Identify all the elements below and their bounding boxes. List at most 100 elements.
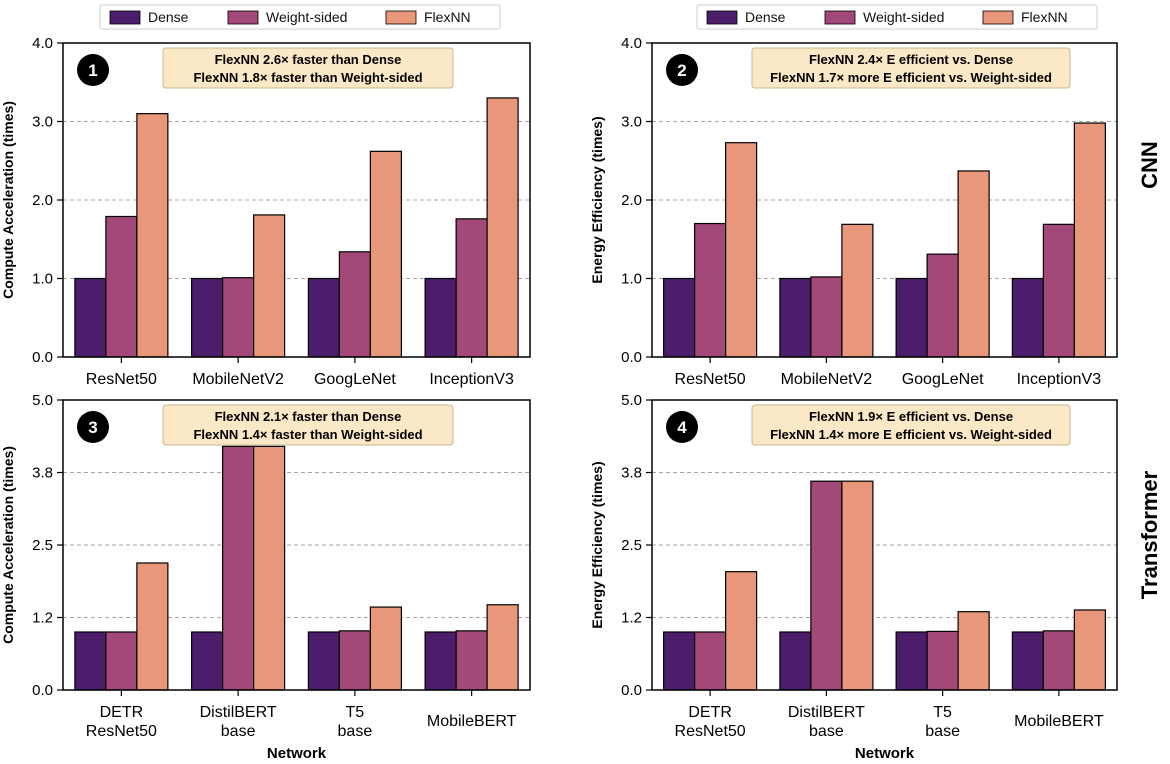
panel-number: 2 bbox=[677, 61, 686, 80]
bar-weight-sided-detr-resnet50 bbox=[105, 631, 138, 691]
x-tick-label: T5 bbox=[346, 704, 365, 721]
bar-weight-sided-inceptionv3 bbox=[455, 218, 488, 358]
bar-dense-mobilebert bbox=[424, 631, 457, 691]
y-tick-label: 3.8 bbox=[621, 465, 642, 482]
bar-dense-mobilenetv2 bbox=[191, 277, 224, 358]
annotation-text: FlexNN 2.6× faster than Dense bbox=[215, 52, 402, 67]
bar-flexnn-googlenet bbox=[957, 170, 990, 358]
x-tick-label: base bbox=[925, 723, 960, 740]
x-tick-label: ResNet50 bbox=[86, 723, 157, 740]
legend-label: FlexNN bbox=[1021, 9, 1068, 25]
x-tick-label: DistilBERT bbox=[200, 704, 277, 721]
legend-2: Dense Weight-sided FlexNN bbox=[696, 4, 1098, 30]
legend-swatch-dense bbox=[706, 10, 738, 25]
row-label-transformer: Transformer bbox=[1137, 470, 1162, 599]
bar-dense-resnet50 bbox=[663, 277, 696, 358]
x-axis-label: Network bbox=[855, 745, 915, 762]
bar-weight-sided-inceptionv3 bbox=[1042, 223, 1075, 358]
panel-number: 3 bbox=[88, 418, 97, 437]
annotation-text: FlexNN 2.4× E efficient vs. Dense bbox=[809, 52, 1013, 67]
bar-dense-detr-resnet50 bbox=[663, 631, 696, 691]
legend-swatch-flexnn bbox=[385, 10, 417, 25]
y-axis-label: Energy Efficiency (times) bbox=[589, 461, 605, 628]
bar-flexnn-t5-base bbox=[369, 606, 402, 691]
bar-weight-sided-distilbert-base bbox=[222, 445, 255, 691]
x-tick-label: MobileBERT bbox=[427, 713, 517, 730]
y-axis-label: Compute Acceleration (times) bbox=[0, 101, 16, 299]
y-tick-label: 3.0 bbox=[32, 114, 53, 131]
annotation-box bbox=[751, 47, 1071, 89]
x-tick-label: MobileNetV2 bbox=[192, 371, 284, 388]
y-tick-label: 0.0 bbox=[32, 682, 53, 699]
legend-swatch-dense bbox=[109, 10, 141, 25]
annotation-box bbox=[162, 47, 454, 89]
x-tick-label: GoogLeNet bbox=[314, 371, 396, 388]
legend-swatch-weight-sided bbox=[824, 10, 856, 25]
y-tick-label: 5.0 bbox=[32, 392, 53, 409]
legend-swatch-weight-sided bbox=[227, 10, 259, 25]
plot-frame bbox=[62, 399, 531, 691]
legend-label: Weight-sided bbox=[266, 9, 347, 25]
panel-badge bbox=[666, 411, 698, 443]
bar-weight-sided-distilbert-base bbox=[810, 480, 843, 691]
bar-flexnn-inceptionv3 bbox=[1073, 122, 1106, 358]
bar-dense-mobilebert bbox=[1011, 631, 1044, 691]
legend-label: Dense bbox=[745, 9, 786, 25]
y-tick-label: 2.5 bbox=[32, 537, 53, 554]
bar-flexnn-distilbert-base bbox=[841, 480, 874, 691]
y-axis-label: Energy Efficiency (times) bbox=[589, 116, 605, 283]
y-axis-label: Compute Acceleration (times) bbox=[0, 446, 16, 644]
bar-flexnn-resnet50 bbox=[725, 142, 758, 358]
bar-dense-inceptionv3 bbox=[424, 277, 457, 358]
panel-badge bbox=[77, 54, 109, 86]
y-tick-label: 5.0 bbox=[621, 392, 642, 409]
panel-badge bbox=[666, 54, 698, 86]
legend-label: FlexNN bbox=[424, 9, 471, 25]
annotation-text: FlexNN 1.8× faster than Weight-sided bbox=[193, 70, 422, 85]
bar-dense-googlenet bbox=[307, 277, 340, 358]
y-tick-label: 1.2 bbox=[621, 610, 642, 627]
x-tick-label: GoogLeNet bbox=[902, 371, 984, 388]
bar-flexnn-mobilenetv2 bbox=[841, 223, 874, 358]
bar-weight-sided-mobilenetv2 bbox=[810, 276, 843, 358]
x-tick-label: MobileBERT bbox=[1014, 713, 1104, 730]
x-tick-label: base bbox=[338, 723, 373, 740]
y-tick-label: 2.0 bbox=[621, 192, 642, 209]
x-tick-label: DETR bbox=[688, 704, 732, 721]
bar-dense-distilbert-base bbox=[191, 631, 224, 691]
annotation-text: FlexNN 1.7× more E efficient vs. Weight-… bbox=[770, 70, 1052, 85]
bar-weight-sided-googlenet bbox=[338, 251, 371, 358]
legend-label: Weight-sided bbox=[863, 9, 944, 25]
bar-flexnn-detr-resnet50 bbox=[136, 562, 169, 691]
bar-weight-sided-resnet50 bbox=[694, 222, 727, 358]
x-tick-label: base bbox=[221, 723, 256, 740]
x-tick-label: InceptionV3 bbox=[1017, 371, 1102, 388]
row-label-cnn: CNN bbox=[1137, 141, 1162, 189]
bar-weight-sided-t5-base bbox=[926, 630, 959, 691]
bar-flexnn-mobilenetv2 bbox=[253, 214, 286, 358]
bar-weight-sided-mobilenetv2 bbox=[222, 277, 255, 358]
bar-dense-t5-base bbox=[307, 631, 340, 691]
x-tick-label: ResNet50 bbox=[86, 371, 157, 388]
y-tick-label: 4.0 bbox=[32, 35, 53, 52]
panel-1: 0.0 1.0 2.0 3.0 4.0 ResNet50 MobileNetV2 GoogLe… bbox=[0, 35, 531, 388]
annotation-box bbox=[162, 404, 454, 446]
x-axis-label: Network bbox=[267, 745, 327, 762]
x-tick-label: DETR bbox=[100, 704, 144, 721]
bar-weight-sided-detr-resnet50 bbox=[694, 631, 727, 691]
bar-flexnn-detr-resnet50 bbox=[725, 571, 758, 691]
y-tick-label: 1.0 bbox=[621, 271, 642, 288]
x-tick-label: base bbox=[809, 723, 844, 740]
bar-dense-inceptionv3 bbox=[1011, 277, 1044, 358]
x-tick-label: ResNet50 bbox=[675, 371, 746, 388]
bar-dense-resnet50 bbox=[74, 277, 107, 358]
x-tick-label: InceptionV3 bbox=[429, 371, 514, 388]
bar-flexnn-resnet50 bbox=[136, 113, 169, 358]
bar-weight-sided-mobilebert bbox=[455, 630, 488, 691]
panel-4: 0.0 1.2 2.5 3.8 5.0 DETR ResNet50 DistilBERT bas… bbox=[589, 392, 1118, 762]
x-tick-label: ResNet50 bbox=[675, 723, 746, 740]
legend-label: Dense bbox=[148, 9, 189, 25]
x-tick-label: T5 bbox=[933, 704, 952, 721]
panel-number: 1 bbox=[88, 61, 97, 80]
